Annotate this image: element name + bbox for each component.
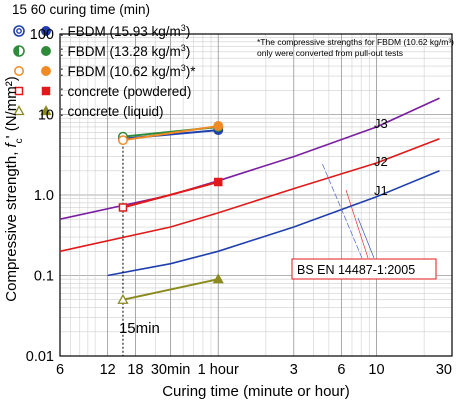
- standard-label-box: [291, 258, 437, 280]
- grid: [59, 34, 453, 357]
- legend: 15 60 curing time (min) : FBDM (15.93 kg/…: [12, 2, 454, 119]
- axes: [59, 33, 453, 357]
- legend-marker-open-2: [14, 66, 24, 76]
- legend-marker-filled-0: [41, 26, 51, 36]
- standard-curves: J3 J2 J1: [59, 97, 440, 277]
- plot-frame: [59, 33, 453, 357]
- axis-titles: Curing time (minute or hour) Compressive …: [3, 76, 350, 400]
- data-point-4-1: [212, 273, 224, 284]
- data-point-3-1: [213, 177, 223, 187]
- series-line-3: [122, 181, 219, 209]
- legend-marker-open-3: [14, 86, 24, 96]
- x-tick-label: 10: [368, 362, 384, 378]
- standard-curve-j1: [107, 170, 440, 277]
- legend-label-0: : FBDM (15.93 kg/m3): [60, 23, 190, 39]
- x-tick-label: 3: [290, 362, 298, 378]
- data-series: [117, 121, 224, 304]
- standard-pointer-3: [357, 217, 375, 259]
- annotations: BS EN 14487-1:2005: [291, 162, 437, 280]
- data-point-2-1: [213, 121, 224, 131]
- y-tick-label: 0.1: [34, 269, 54, 285]
- legend-marker-filled-2: [41, 66, 51, 76]
- legend-label-3: : concrete (powdered): [60, 84, 191, 99]
- x-axis-title: Curing time (minute or hour): [162, 383, 350, 400]
- data-point-2-0: [118, 135, 128, 146]
- note-line-1: only were converted from pull-out tests: [257, 48, 403, 58]
- legend-label-1: : FBDM (13.28 kg/m3): [60, 43, 190, 59]
- series-line-4: [122, 278, 219, 301]
- note-line-0: *The compressive strengths for FBDM (10.…: [257, 37, 454, 47]
- data-point-4-0: [117, 293, 129, 304]
- legend-marker-filled-1: [41, 46, 51, 56]
- x-tick-label: 12: [100, 362, 116, 378]
- y-tick-label: 10: [38, 108, 54, 124]
- series-line-2: [122, 125, 219, 142]
- y-tick-label: 100: [30, 27, 54, 43]
- curve-label-j1: J1: [374, 183, 388, 198]
- time-marker: 15min: [119, 138, 160, 356]
- x-tick-label: 6: [337, 362, 345, 378]
- legend-label-2: : FBDM (10.62 kg/m3)*: [60, 63, 196, 79]
- legend-label-4: : concrete (liquid): [60, 104, 164, 119]
- standard-curve-j2: [59, 137, 440, 253]
- x-tick-label: 30min: [151, 362, 191, 378]
- data-point-3-0: [118, 203, 128, 212]
- curve-label-j2: J2: [374, 154, 388, 169]
- time-marker-label: 15min: [119, 320, 160, 337]
- curve-label-j3: J3: [374, 116, 388, 131]
- legend-marker-filled-4: [40, 105, 52, 116]
- legend-marker-inner-0: [16, 28, 22, 34]
- y-tick-label: 1.0: [34, 188, 54, 204]
- legend-header: 15 60 curing time (min): [12, 2, 150, 17]
- legend-marker-half-1: [14, 46, 19, 56]
- standard-pointer-1: [321, 162, 363, 259]
- legend-marker-open-4: [13, 105, 25, 116]
- y-tick-label: 0.01: [26, 349, 54, 365]
- x-tick-label: 18: [127, 362, 143, 378]
- legend-marker-filled-3: [41, 86, 51, 96]
- y-axis-title: Compressive strength, fc' (N/mm²): [3, 76, 25, 301]
- standard-pointer-2: [345, 189, 369, 259]
- x-tick-label: 1 hour: [198, 362, 239, 378]
- x-tick-label: 6: [56, 362, 64, 378]
- standard-label: BS EN 14487-1:2005: [297, 263, 415, 277]
- x-tick-label: 30: [436, 362, 452, 378]
